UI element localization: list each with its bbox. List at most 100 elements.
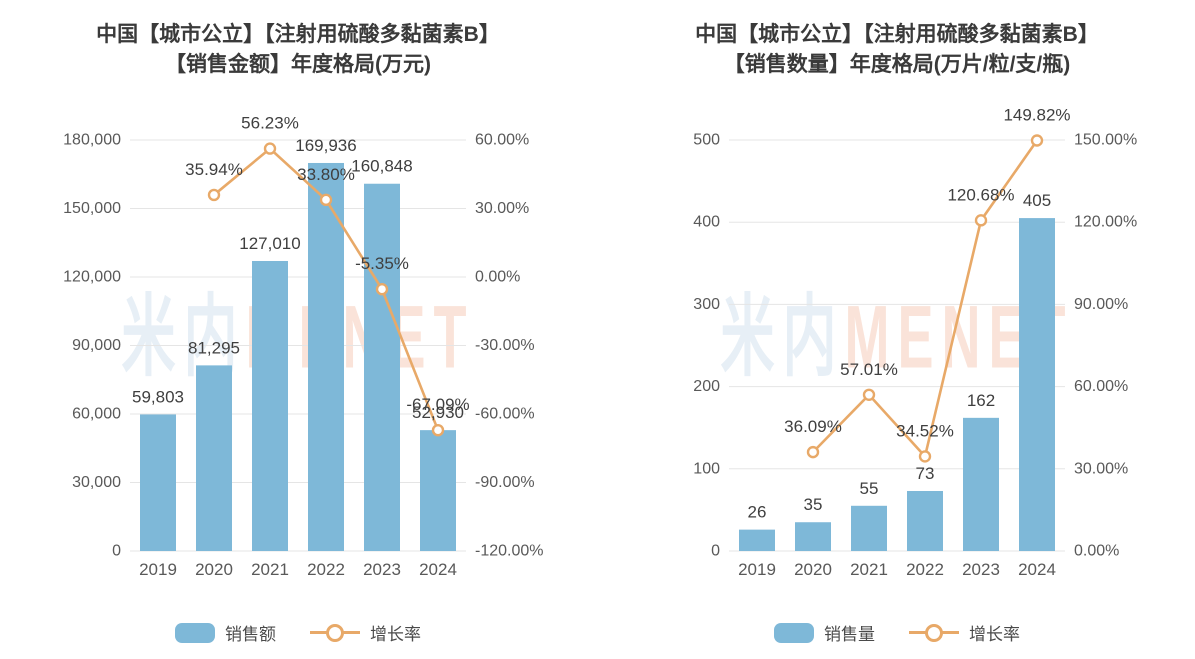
y-axis-right-tick-label: 60.00%	[475, 132, 529, 149]
legend-label-line-series: 增长率	[370, 625, 421, 644]
legend-label-line-series: 增长率	[969, 625, 1020, 644]
bar-value-label: 405	[1023, 191, 1051, 210]
bar-value-label: 73	[916, 464, 935, 483]
x-axis-tick-label: 2019	[139, 560, 177, 579]
bar-value-label: 160,848	[351, 157, 412, 176]
legend-label-bar-series: 销售额	[225, 625, 276, 644]
x-axis-tick-label: 2022	[906, 560, 944, 579]
sales-amount-plot-area: 180,000 60.00% 150,000 30.00% 120,000 0.00% 90…	[63, 114, 544, 579]
y-axis-right-tick-label: 0.00%	[475, 269, 520, 286]
bar-value-label: 52,930	[412, 403, 464, 422]
line-series-swatch-icon	[909, 623, 959, 643]
chart-title: 中国【城市公立】【注射用硫酸多黏菌素B】 【销售金额】年度格局(万元)	[18, 20, 578, 80]
x-axis-tick-label: 2024	[419, 560, 457, 579]
line-marker	[862, 388, 876, 401]
x-axis-tick-label: 2019	[738, 560, 776, 579]
growth-value-label: 120.68%	[947, 185, 1014, 204]
line-marker	[431, 423, 445, 437]
page: 中国【城市公立】【注射用硫酸多黏菌素B】 【销售金额】年度格局(万元) 米内ME…	[18, 0, 1177, 645]
x-axis-tick-label: 2020	[195, 560, 233, 579]
bar-value-label: 35	[804, 495, 823, 514]
line-marker	[375, 283, 389, 296]
chart-sales-quantity: 中国【城市公立】【注射用硫酸多黏菌素B】 【销售数量】年度格局(万片/粒/支/瓶…	[617, 0, 1177, 645]
y-axis-left-tick-label: 0	[112, 543, 121, 560]
line-marker	[1030, 134, 1044, 147]
y-axis-right-tick-label: 0.00%	[1074, 543, 1119, 560]
line-marker	[974, 214, 988, 227]
line-marker	[263, 142, 277, 155]
x-axis-tick-label: 2023	[363, 560, 401, 579]
chart-sales-amount: 中国【城市公立】【注射用硫酸多黏菌素B】 【销售金额】年度格局(万元) 米内ME…	[18, 0, 578, 645]
line-marker	[918, 450, 932, 463]
growth-value-label: -67.09%	[406, 395, 469, 414]
y-axis-right-tick-label: -30.00%	[475, 337, 535, 354]
y-axis-left-tick-label: 100	[693, 460, 720, 477]
y-axis-left-tick-label: 0	[711, 543, 720, 560]
bar-value-label: 55	[860, 479, 879, 498]
bar-2021	[252, 260, 288, 551]
growth-value-label: 36.09%	[784, 417, 842, 436]
x-axis-tick-label: 2021	[251, 560, 289, 579]
y-axis-right-tick-label: -60.00%	[475, 406, 535, 423]
bar-series-swatch-icon	[774, 622, 814, 643]
y-axis-left-tick-label: 30,000	[72, 474, 121, 491]
bar-2024	[420, 430, 456, 551]
chart-title: 中国【城市公立】【注射用硫酸多黏菌素B】 【销售数量】年度格局(万片/粒/支/瓶…	[617, 20, 1177, 80]
x-axis-tick-label: 2020	[794, 560, 832, 579]
line-marker	[806, 445, 820, 459]
y-axis-right-tick-label: 90.00%	[1074, 296, 1128, 313]
legend-item-line-series[interactable]: 增长率	[909, 620, 1020, 645]
y-axis-right-tick-label: 60.00%	[1074, 378, 1128, 395]
x-axis-tick-label: 2023	[962, 560, 1000, 579]
sales-quantity-plot-area: 500 150.00% 400 120.00% 300 90.00% 200 60.00% 10…	[693, 105, 1137, 579]
bar-2023	[963, 417, 999, 551]
bar-value-label: 26	[748, 503, 767, 522]
bar-2019	[140, 414, 176, 551]
x-axis-tick-label: 2024	[1018, 560, 1056, 579]
bar-2024	[1019, 218, 1055, 551]
bar-value-label: 162	[967, 391, 995, 410]
y-axis-left-tick-label: 300	[693, 296, 720, 313]
y-axis-right-tick-label: 30.00%	[1074, 460, 1128, 477]
chart-title-line2: 【销售金额】年度格局(万元)	[165, 53, 431, 76]
growth-value-label: 56.23%	[241, 114, 299, 133]
bar-2022	[308, 162, 344, 551]
chart-legend: 销售量 增长率	[617, 620, 1177, 645]
y-axis-left-tick-label: 120,000	[63, 269, 121, 286]
x-axis-tick-label: 2021	[850, 560, 888, 579]
growth-value-label: 57.01%	[840, 360, 898, 379]
growth-value-label: 34.52%	[896, 421, 954, 440]
bar-2020	[795, 522, 831, 551]
bar-2022	[907, 490, 943, 551]
y-axis-right-tick-label: -90.00%	[475, 474, 535, 491]
line-series-swatch-icon	[310, 623, 360, 643]
line-marker	[207, 188, 221, 202]
bar-value-label: 59,803	[132, 387, 184, 406]
y-axis-right-tick-label: 120.00%	[1074, 214, 1137, 231]
bar-value-label: 169,936	[295, 136, 356, 155]
y-axis-left-tick-label: 60,000	[72, 406, 121, 423]
plot-wrap: 米内MENET 180,000 60.00% 150,000 30.00% 120,00…	[18, 88, 578, 580]
plot-wrap: 米内MENET 500 150.00% 400 120.00% 300 90.00% 200…	[617, 88, 1177, 580]
bar-2019	[739, 529, 775, 551]
bar-value-label: 81,295	[188, 338, 240, 357]
legend-item-bar-series[interactable]: 销售量	[774, 620, 875, 645]
y-axis-left-tick-label: 90,000	[72, 337, 121, 354]
chart-title-line2: 【销售数量】年度格局(万片/粒/支/瓶)	[723, 53, 1071, 76]
growth-value-label: 149.82%	[1003, 105, 1070, 124]
legend-item-bar-series[interactable]: 销售额	[175, 620, 276, 645]
bar-series-swatch-icon	[175, 622, 215, 643]
y-axis-right-tick-label: -120.00%	[475, 543, 544, 560]
line-marker	[319, 193, 333, 207]
y-axis-right-tick-label: 150.00%	[1074, 132, 1137, 149]
y-axis-right-tick-label: 30.00%	[475, 200, 529, 217]
chart-legend: 销售额 增长率	[18, 620, 578, 645]
legend-label-bar-series: 销售量	[824, 625, 875, 644]
y-axis-left-tick-label: 180,000	[63, 132, 121, 149]
growth-value-label: 33.80%	[297, 165, 355, 184]
y-axis-left-tick-label: 500	[693, 132, 720, 149]
bar-value-label: 127,010	[239, 234, 300, 253]
legend-item-line-series[interactable]: 增长率	[310, 620, 421, 645]
y-axis-left-tick-label: 150,000	[63, 200, 121, 217]
bar-2020	[196, 365, 232, 551]
